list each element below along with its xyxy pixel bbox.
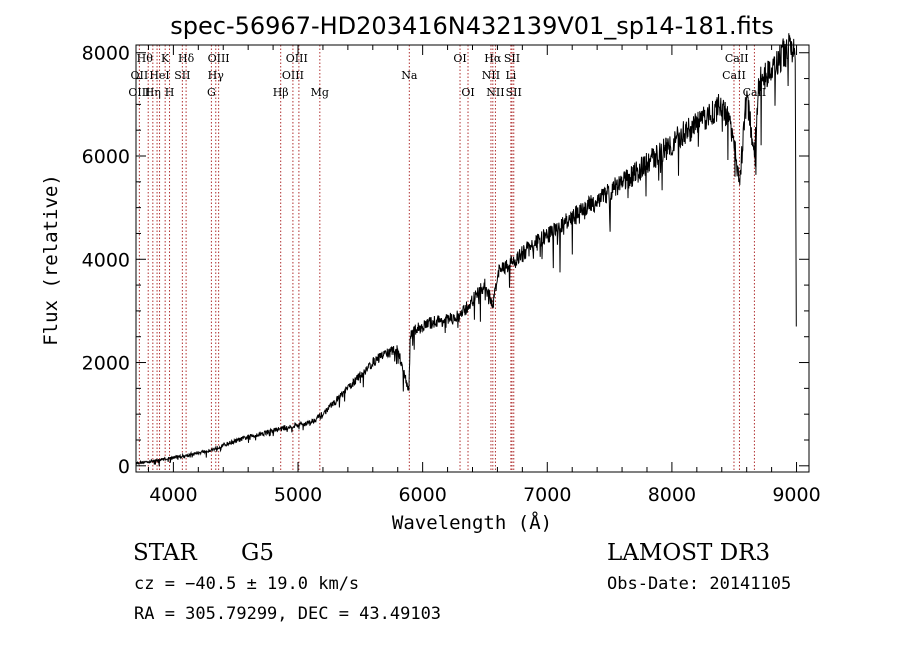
line-label: Hγ bbox=[208, 69, 225, 82]
x-tick-label: 7000 bbox=[523, 484, 571, 506]
y-tick-label: 8000 bbox=[82, 43, 130, 65]
redshift-cz: cz = −40.5 ± 19.0 km/s bbox=[134, 574, 360, 594]
x-tick-label: 5000 bbox=[274, 484, 322, 506]
coordinates: RA = 305.79299, DEC = 43.49103 bbox=[134, 604, 442, 624]
line-label: Hη bbox=[145, 86, 161, 99]
line-label: NII bbox=[482, 69, 500, 82]
line-label: SII bbox=[504, 52, 520, 65]
y-tick-label: 2000 bbox=[82, 353, 130, 375]
axis-ticks: 4000 5000 6000 7000 8000 9000 0 2000 4000 6000 800… bbox=[82, 43, 821, 506]
x-tick-label: 8000 bbox=[648, 484, 696, 506]
spectrum-chart: spec-56967-HD203416N432139V01_sp14-181.f… bbox=[40, 12, 821, 534]
line-label: Hδ bbox=[178, 52, 195, 65]
line-label: CaII bbox=[722, 69, 746, 82]
line-label: SII bbox=[506, 86, 522, 99]
line-label: Hβ bbox=[273, 86, 289, 99]
obs-date: Obs-Date: 20141105 bbox=[607, 574, 792, 594]
line-label: NII bbox=[486, 86, 504, 99]
line-label: OI bbox=[461, 86, 474, 99]
line-label: OII bbox=[131, 69, 149, 82]
line-label: Hα bbox=[484, 52, 502, 65]
survey-name: LAMOST DR3 bbox=[607, 540, 771, 566]
line-label: OIII bbox=[128, 86, 150, 99]
y-tick-label: 6000 bbox=[82, 146, 130, 168]
object-class: STAR bbox=[133, 540, 197, 566]
x-tick-label: 4000 bbox=[149, 484, 197, 506]
line-label: K bbox=[161, 52, 170, 65]
x-axis-label: Wavelength (Å) bbox=[392, 511, 552, 534]
line-label: CaII bbox=[725, 52, 749, 65]
line-label: SII bbox=[174, 69, 190, 82]
line-markers bbox=[138, 45, 755, 472]
line-label: Hθ bbox=[137, 52, 154, 65]
line-label: H bbox=[165, 86, 175, 99]
chart-title: spec-56967-HD203416N432139V01_sp14-181.f… bbox=[170, 12, 773, 40]
y-tick-label: 4000 bbox=[82, 249, 130, 271]
line-label: OI bbox=[453, 52, 466, 65]
spectrum-series bbox=[135, 33, 797, 467]
y-tick-label: 0 bbox=[118, 456, 130, 478]
line-label: OIII bbox=[282, 69, 304, 82]
subclass: G5 bbox=[241, 540, 275, 566]
line-label: Li bbox=[505, 69, 516, 82]
line-label: HeI bbox=[149, 69, 169, 82]
x-tick-label: 9000 bbox=[772, 484, 820, 506]
y-axis-label: Flux (relative) bbox=[40, 174, 62, 346]
x-tick-label: 6000 bbox=[398, 484, 446, 506]
spectrum-line bbox=[135, 33, 797, 467]
line-label: Mg bbox=[311, 86, 329, 99]
line-label: Na bbox=[401, 69, 418, 82]
line-label: OIII bbox=[286, 52, 308, 65]
line-label: OIII bbox=[208, 52, 230, 65]
line-label: G bbox=[207, 86, 216, 99]
